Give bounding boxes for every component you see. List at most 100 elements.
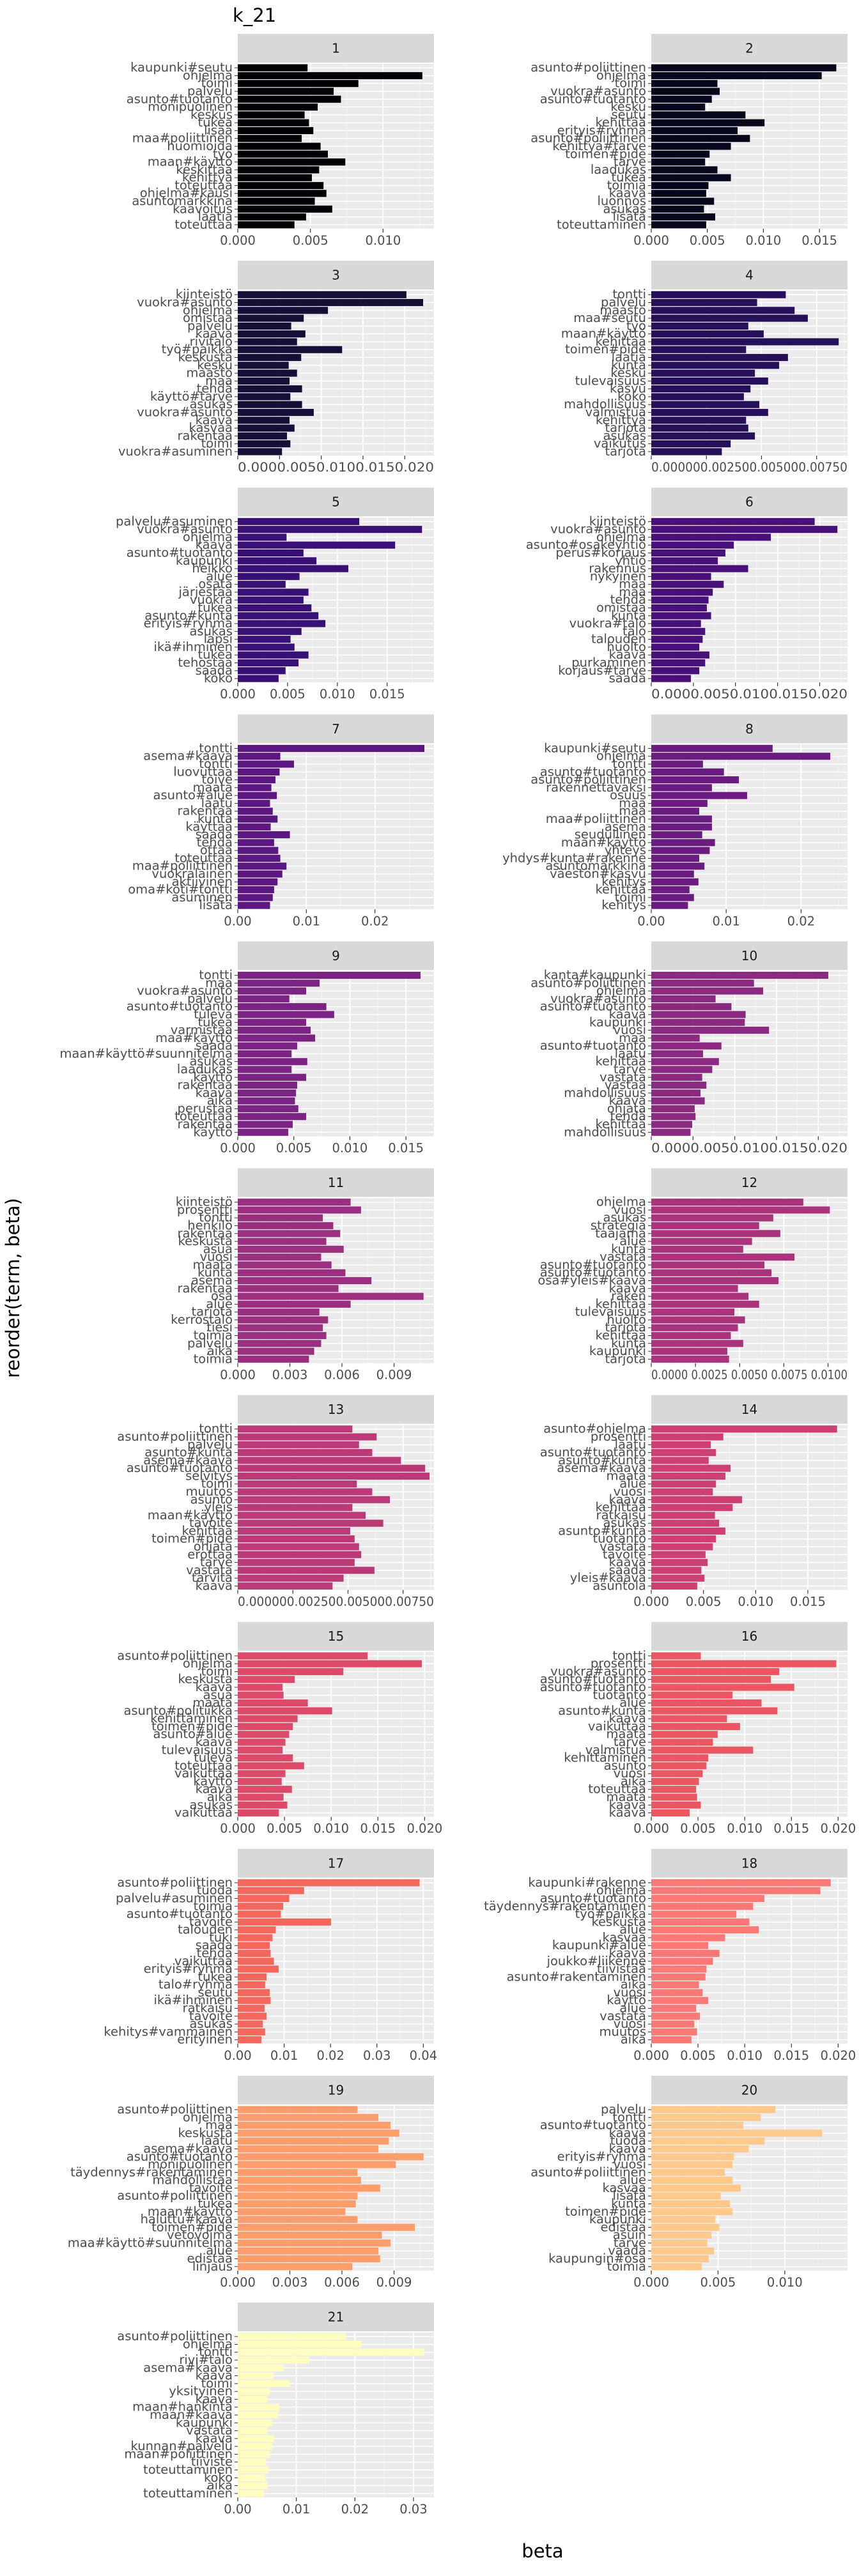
term-label: kesku (197, 358, 233, 372)
bar (238, 823, 271, 831)
term-label: kehittää (595, 1117, 646, 1131)
term-label: laatu (201, 2133, 233, 2148)
term-label: kunta (611, 608, 646, 623)
term-label: rakentaa (178, 1078, 233, 1092)
bar (651, 588, 713, 596)
term-label: seutu (611, 107, 646, 122)
bar (651, 987, 764, 995)
bar (238, 2388, 270, 2395)
bar (238, 440, 291, 448)
term-label: rakentaa (178, 1226, 233, 1241)
term-label: asua (203, 1687, 233, 1702)
bar (238, 1230, 341, 1238)
term-label: yhteys (605, 843, 646, 857)
term-label: käyttö#tarve (150, 389, 233, 404)
bar (238, 1582, 333, 1590)
bar (238, 174, 312, 181)
term-label: toive (201, 772, 233, 787)
term-label: kasvaa (603, 2181, 647, 2195)
x-tick-label: 0.005 (293, 233, 329, 248)
bar (238, 1652, 368, 1660)
bar (238, 1777, 282, 1785)
term-label: asunto#tuotanto (127, 1906, 233, 1921)
facet-panel-15: 15 0.000 0.005 0.010 0.015 0.020 asunto#poliit… (117, 1621, 442, 1836)
facet-strip (651, 714, 847, 744)
bar (651, 1206, 830, 1214)
term-label: asunto#alue (153, 1727, 233, 1742)
term-label: yhtiö (615, 553, 646, 568)
x-tick-label: 0.01 (712, 914, 739, 928)
bar (651, 197, 715, 205)
bar (238, 2349, 424, 2356)
term-label: ratkaisu (596, 1508, 646, 1522)
term-label: toimen#pide (151, 1531, 233, 1546)
term-label: toimia (194, 1899, 233, 1913)
bar (651, 1222, 759, 1230)
bar (238, 2012, 267, 2020)
bar (238, 2435, 274, 2442)
term-label: asunto#kunta (558, 1523, 646, 1538)
bar (238, 401, 302, 408)
bar (651, 1027, 770, 1034)
bar (238, 409, 314, 417)
term-label: tavoite (189, 1515, 233, 1530)
bar (238, 95, 341, 103)
term-label: kaava (196, 413, 233, 427)
x-tick-label: 0.02 (316, 2048, 344, 2063)
facet-panel-6: 60.0000.0050.0100.0150.020kiinteistövuok… (526, 487, 847, 702)
facet-strip (238, 261, 434, 290)
bar (238, 150, 328, 158)
bar (651, 557, 718, 565)
term-label: tuotanto (593, 1687, 646, 1702)
facet-strip-label: 14 (741, 1402, 757, 1417)
x-tick-label: 0.000 (220, 687, 256, 702)
facet-strip (238, 1848, 434, 1878)
bar (651, 1472, 725, 1480)
term-label: luonnos (597, 194, 646, 208)
term-label: osata (198, 577, 233, 592)
term-label: tukea (611, 170, 646, 185)
term-label: tuleva (194, 1751, 233, 1765)
bar (238, 792, 277, 799)
bar (238, 1292, 424, 1300)
term-label: joukko#liikenne (546, 1954, 646, 1968)
bar (651, 440, 731, 448)
term-label: edistää (601, 2220, 647, 2234)
bar (238, 1527, 350, 1535)
bar (238, 627, 302, 635)
bar (651, 1347, 727, 1355)
term-label: ohjelma (596, 749, 646, 763)
term-label: tarjota (605, 1351, 646, 1366)
term-label: tukea (197, 1969, 233, 1984)
term-label: kaava (609, 2126, 646, 2140)
term-label: maan#poliittinen (124, 2446, 233, 2461)
term-label: palvelu#asuminen (116, 1891, 233, 1906)
bar (238, 1206, 361, 1214)
term-label: tiivistää (597, 1961, 646, 1976)
term-label: asunto (604, 1758, 646, 1773)
facet-panel-16: 16 0.000 0.005 0.010 0.015 0.020 tonttiprosent… (540, 1621, 856, 1836)
term-label: kaava (196, 1680, 233, 1694)
bar (238, 565, 348, 572)
bar (651, 2012, 700, 2020)
term-label: asunto#rakentaminen (507, 1969, 646, 1984)
bar (651, 1254, 795, 1261)
bar (651, 1949, 720, 1958)
bar (238, 307, 329, 314)
bar (651, 1324, 738, 1331)
term-label: tiiviste (191, 2455, 233, 2469)
term-label: osa#yleis#kaava (538, 1273, 646, 1288)
bar (238, 1097, 295, 1105)
term-label: maa (619, 585, 646, 599)
bar (238, 126, 314, 134)
bar (651, 385, 751, 393)
bar (238, 2200, 356, 2207)
bar (651, 393, 744, 401)
term-label: aika (207, 1790, 233, 1804)
bar (238, 80, 359, 88)
term-label: keskusta (591, 1914, 646, 1929)
bar (238, 753, 281, 760)
bar (238, 1926, 276, 1934)
bar (651, 581, 724, 588)
bar (238, 518, 360, 525)
